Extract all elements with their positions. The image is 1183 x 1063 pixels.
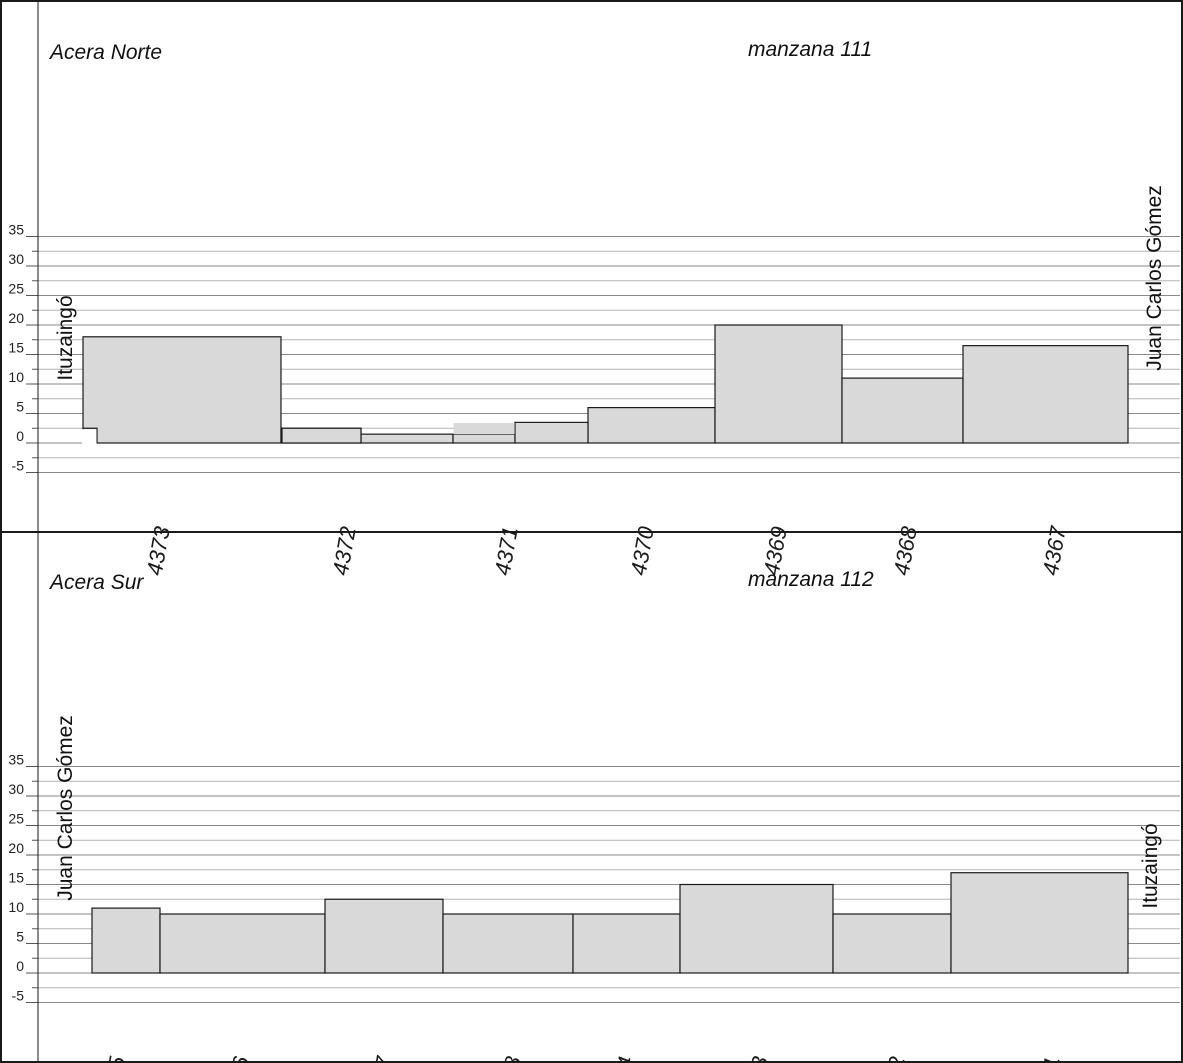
street-label-left: Juan Carlos Gómez xyxy=(54,715,77,901)
lot-4373-notch xyxy=(83,427,98,443)
y-tick-label: 0 xyxy=(16,958,24,974)
y-tick-label: 25 xyxy=(8,811,24,827)
y-tick-label: 15 xyxy=(8,340,24,356)
lot-4373-notch-cut xyxy=(82,429,97,444)
lot-4371-upper xyxy=(514,421,589,444)
bar-4386 xyxy=(159,913,326,974)
category-label-4385: 4385 xyxy=(97,1054,130,1063)
y-tick-label: 35 xyxy=(8,222,24,238)
y-tick-label: 30 xyxy=(8,781,24,797)
bar-4388 xyxy=(442,913,574,974)
street-label-right: Ituzaingó xyxy=(1139,823,1162,908)
bar-4368 xyxy=(841,377,964,444)
y-tick-label: 10 xyxy=(8,899,24,915)
bar-4401 xyxy=(950,872,1129,974)
bar-4403 xyxy=(679,883,834,974)
category-label-4388: 4388 xyxy=(493,1054,526,1063)
y-tick-label: -5 xyxy=(12,988,25,1004)
bar-4373 xyxy=(82,336,282,444)
y-tick-label: 25 xyxy=(8,281,24,297)
street-label-left: Ituzaingó xyxy=(54,295,77,380)
lot-4371-step xyxy=(452,433,516,444)
street-label-right: Juan Carlos Gómez xyxy=(1143,185,1166,371)
y-tick-label: 20 xyxy=(8,310,24,326)
category-label-4404: 4404 xyxy=(606,1055,639,1063)
panel-title: manzana 112 xyxy=(748,568,874,591)
y-tick-label: 5 xyxy=(16,399,24,415)
y-tick-label: 5 xyxy=(16,929,24,945)
y-tick-label: 20 xyxy=(8,840,24,856)
y-tick-label: 30 xyxy=(8,251,24,267)
bar-4369 xyxy=(714,324,843,444)
category-label-4387: 4387 xyxy=(364,1054,397,1063)
category-label-4403: 4403 xyxy=(740,1054,773,1063)
y-tick-label: 15 xyxy=(8,870,24,886)
bar-4387 xyxy=(324,898,444,974)
category-label-4402: 4402 xyxy=(877,1055,910,1063)
bar-4370 xyxy=(587,407,716,444)
category-label-4386: 4386 xyxy=(221,1054,254,1063)
lot-4372-upper xyxy=(281,427,362,444)
chart-panel-acera-sur: -5 0 5 10 15 20 25 30 35 4385 4386 4387 4388 4404 4403… xyxy=(8,568,1180,1063)
panel-title: manzana 111 xyxy=(748,38,872,61)
bar-4402 xyxy=(832,913,952,974)
panel-subtitle: Acera Sur xyxy=(48,571,144,594)
category-label-4401: 4401 xyxy=(1032,1055,1065,1063)
lot-4371-fill xyxy=(453,422,515,435)
y-tick-label: 10 xyxy=(8,369,24,385)
y-tick-label: 0 xyxy=(16,428,24,444)
lot-4372-step xyxy=(360,433,454,444)
bar-4404 xyxy=(572,913,681,974)
bar-4367 xyxy=(962,345,1129,444)
bar-4385 xyxy=(91,907,161,974)
panel-subtitle: Acera Norte xyxy=(48,41,162,64)
y-tick-label: 35 xyxy=(8,752,24,768)
y-tick-label: -5 xyxy=(12,458,25,474)
